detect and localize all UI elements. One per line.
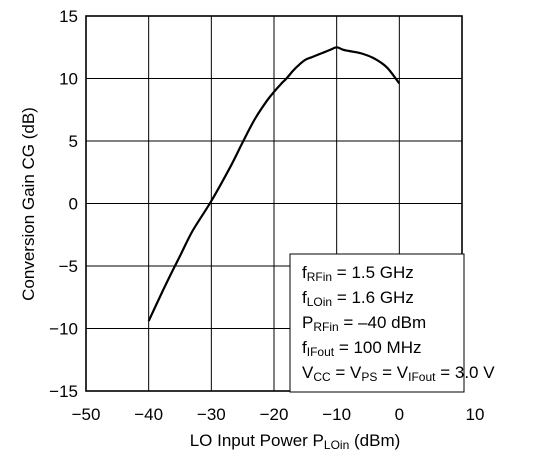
series-line <box>147 46 401 322</box>
legend-entry: PRFin = –40 dBm <box>302 313 426 334</box>
x-tick-label: −30 <box>197 405 226 424</box>
legend-box <box>289 253 465 393</box>
x-tick-label: −10 <box>322 405 351 424</box>
plot-frame <box>85 15 463 392</box>
x-tick-label: −20 <box>260 405 289 424</box>
x-axis-label-main: LO Input Power P <box>190 431 324 450</box>
x-axis-label-unit: (dBm) <box>349 431 400 450</box>
y-tick-label: 5 <box>69 132 78 151</box>
x-tick-labels: −50 −40 −30 −20 −10 0 10 <box>72 405 485 424</box>
legend-entry: fRFin = 1.5 GHz <box>302 263 414 284</box>
y-tick-label: 10 <box>59 70 78 89</box>
x-tick-label: −40 <box>134 405 163 424</box>
x-axis-label: LO Input Power PLOin (dBm) <box>190 431 401 452</box>
y-tick-label: −15 <box>49 382 78 401</box>
y-tick-label: 15 <box>59 7 78 26</box>
y-tick-labels: 15 10 5 0 −5 −10 −15 <box>49 7 78 401</box>
x-axis-label-sub: LOin <box>324 438 349 452</box>
y-axis-label: Conversion Gain CG (dB) <box>19 107 38 301</box>
legend-entry: VCC = VPS = VIFout = 3.0 V <box>302 363 495 384</box>
x-tick-label: 10 <box>466 405 485 424</box>
legend-entry: fIFout = 100 MHz <box>302 338 422 359</box>
x-tick-label: −50 <box>72 405 101 424</box>
legend: fRFin = 1.5 GHz fLOin = 1.6 GHz PRFin = –4… <box>289 253 495 393</box>
y-tick-label: −5 <box>59 257 78 276</box>
y-tick-label: 0 <box>69 195 78 214</box>
y-tick-label: −10 <box>49 320 78 339</box>
legend-entry: fLOin = 1.6 GHz <box>302 288 414 309</box>
x-tick-label: 0 <box>395 405 404 424</box>
